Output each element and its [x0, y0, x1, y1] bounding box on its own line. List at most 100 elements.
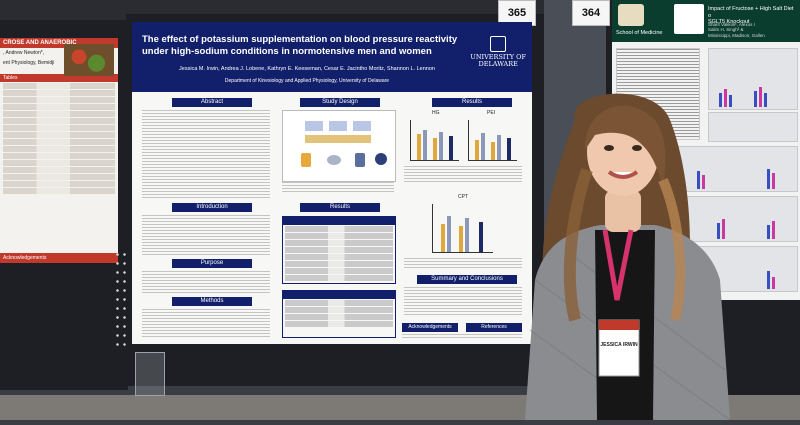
booth-number-365: 365 [498, 0, 536, 26]
section-purpose: Purpose [172, 259, 252, 268]
table-row [285, 233, 393, 239]
chart-bar [441, 224, 445, 252]
table-row [3, 181, 115, 187]
hair-front [584, 105, 666, 190]
abstract-text [142, 110, 270, 198]
table-row [285, 261, 393, 267]
booth-number-364: 364 [572, 0, 610, 26]
table-row [3, 118, 115, 124]
poster-stand-foot [135, 352, 165, 396]
section-results-mid: Results [300, 203, 380, 212]
poster-title-bar [132, 22, 532, 92]
chart-bar [719, 93, 722, 107]
table-row [285, 247, 393, 253]
chart-bar [717, 223, 720, 239]
presenter: JESSICA IRWIN [505, 80, 745, 421]
summary-text [404, 287, 522, 317]
school-seal-icon [618, 4, 644, 26]
chart-bar [449, 136, 453, 160]
chart-bar [724, 89, 727, 107]
chart-caption-top [404, 166, 522, 182]
diagram-icon [301, 153, 311, 167]
section-references: References [466, 323, 522, 332]
table-row [3, 167, 115, 173]
chart-label-cpt: CPT [458, 194, 468, 200]
introduction-text [142, 215, 270, 255]
table-row [285, 321, 393, 327]
right-poster-panel [708, 112, 798, 142]
right-poster-panel [708, 48, 798, 110]
cpt-chart [432, 204, 493, 253]
poster-authors: Jessica M. Irwin, Andrea J. Lobene, Kath… [179, 66, 435, 72]
table-row [285, 226, 393, 232]
right-subtitle-line: SGLT5 Knockout [708, 19, 750, 26]
table-row [285, 240, 393, 246]
chart-caption-bottom [404, 258, 522, 268]
table-row [3, 90, 115, 96]
right-poster-title: Impact of Fructose + High Salt Diet o SGL… [708, 6, 798, 26]
chart-bar [433, 138, 437, 160]
lanyard [602, 229, 634, 301]
table-header [283, 217, 395, 225]
table-row [3, 125, 115, 131]
chart-bar [497, 135, 501, 160]
chart-bar [772, 277, 775, 289]
diagram-icon [375, 153, 387, 165]
chart-bar [507, 138, 511, 160]
section-abstract: Abstract [172, 98, 252, 107]
smile [607, 170, 639, 179]
table-row [3, 111, 115, 117]
badge-header [599, 320, 639, 330]
table-row [3, 153, 115, 159]
chart-bar [479, 222, 483, 252]
chart-label-pei: PEI [487, 110, 496, 116]
chart-bar [459, 226, 463, 252]
footer-text [402, 334, 522, 340]
section-acknowledgements: Acknowledgements [402, 323, 458, 332]
table-row [3, 188, 115, 194]
university-logo: UNIVERSITY OF DELAWARE [470, 36, 526, 68]
chart-bar [423, 130, 427, 160]
badge-name: JESSICA IRWIN [600, 342, 638, 348]
logo-line2: DELAWARE [478, 60, 518, 69]
table-row [3, 104, 115, 110]
right-title-line: Impact of Fructose + High Salt Diet o [708, 6, 794, 19]
chart-bar [697, 171, 700, 189]
table-header [283, 291, 395, 299]
chart-bar [447, 216, 451, 252]
chart-bar [722, 219, 725, 239]
chart-bar [417, 134, 421, 160]
table-row [285, 300, 393, 306]
left-poster: CROSE AND ANAEROBIC , Andrew Newton*, en… [0, 38, 118, 263]
hair-strand [658, 178, 686, 322]
study-design-caption [282, 182, 394, 192]
diagram-icon [355, 153, 365, 167]
table-row [3, 97, 115, 103]
section-study-design: Study Design [300, 98, 380, 107]
chart-bar [772, 221, 775, 239]
diagram-icon [327, 155, 341, 165]
chart-bar [767, 169, 770, 189]
left-poster-dept: ent Physiology, Bemidji [3, 60, 55, 66]
methods-text [142, 309, 270, 339]
pei-chart [468, 120, 517, 161]
table-row [285, 254, 393, 260]
table-row [3, 174, 115, 180]
table-row [3, 139, 115, 145]
right-poster-authors: Sharif Vakkoli¹, Alexus I Salim H. Singh³… [708, 22, 798, 38]
logo-line1: UNIVERSITY OF [470, 53, 526, 61]
right-authors-line: Sharif Vakkoli¹, Alexus I [708, 22, 755, 27]
results-table-1 [282, 216, 396, 284]
table-row [3, 132, 115, 138]
table-row [3, 83, 115, 89]
diagram-box [305, 121, 323, 131]
table-row [285, 268, 393, 274]
left-poster-authors: , Andrew Newton*, [3, 50, 45, 56]
section-summary: Summary and Conclusions [417, 275, 517, 284]
table-row [285, 314, 393, 320]
presenter-figure [525, 93, 731, 421]
left-poster-tables-label: Tables [0, 74, 118, 82]
diagram-box [329, 121, 347, 131]
neck [605, 190, 641, 232]
hg-chart [410, 120, 459, 161]
